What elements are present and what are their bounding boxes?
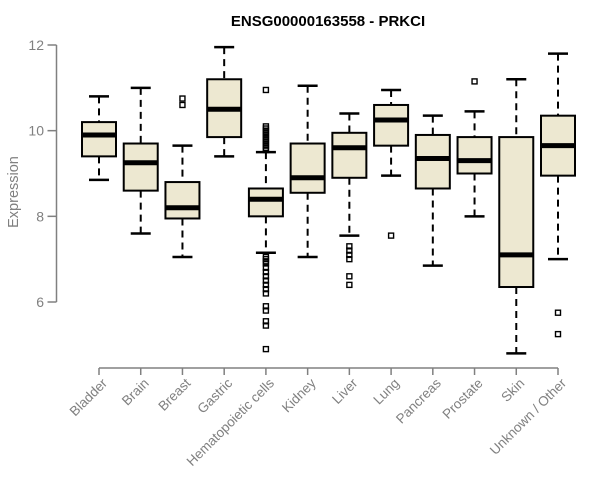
y-axis-title: Expression	[6, 156, 22, 228]
outlier-point	[262, 273, 270, 280]
outlier-point	[262, 290, 270, 297]
outlier-point	[554, 330, 562, 338]
boxplot-skin	[498, 78, 535, 355]
iqr-box	[247, 187, 284, 218]
x-tick-label: Gastric	[194, 375, 235, 416]
outlier-point	[262, 268, 270, 276]
x-tick-label: Liver	[329, 375, 361, 407]
chart-title: ENSG00000163558 - PRKCI	[231, 13, 425, 30]
outlier-point	[554, 309, 562, 316]
y-tick-label: 12	[28, 37, 44, 53]
iqr-box	[289, 142, 326, 194]
boxplot-lung	[373, 88, 410, 239]
boxplot-kidney	[289, 84, 326, 259]
boxplot-liver	[331, 112, 368, 289]
outlier-point	[346, 273, 353, 280]
iqr-box	[331, 131, 368, 179]
boxplot-prostate	[456, 78, 493, 218]
boxplot-bladder	[81, 95, 117, 182]
outlier-point	[262, 260, 270, 267]
outlier-point	[179, 101, 186, 109]
outlier-point	[262, 86, 270, 94]
x-tick-label: Kidney	[279, 375, 319, 415]
y-tick-label: 8	[36, 208, 44, 224]
outlier-point	[387, 232, 395, 239]
outlier-point	[262, 345, 270, 353]
outlier-point	[262, 277, 270, 284]
outlier-point	[179, 95, 186, 102]
boxes-group	[81, 45, 576, 355]
boxplot-breast	[164, 95, 201, 259]
boxplot-gastric	[206, 45, 243, 158]
x-tick-label: Bladder	[67, 375, 111, 419]
iqr-box	[414, 133, 451, 190]
boxplot-brain	[122, 86, 159, 235]
y-tick-label: 6	[36, 294, 44, 310]
x-tick-label: Skin	[498, 376, 527, 405]
outlier-point	[262, 322, 270, 329]
x-tick-label: Pancreas	[393, 375, 444, 426]
outlier-point	[262, 146, 270, 154]
outlier-point	[346, 281, 353, 289]
x-tick-label: Unknown / Other	[487, 375, 570, 458]
outlier-point	[262, 303, 270, 310]
iqr-box	[81, 121, 117, 158]
x-tick-label: Breast	[155, 375, 193, 413]
iqr-box	[122, 142, 159, 192]
x-tick-label: Brain	[119, 376, 152, 409]
y-tick-label: 10	[28, 123, 44, 139]
outlier-point	[346, 243, 353, 250]
outlier-point	[262, 307, 270, 314]
iqr-box	[456, 136, 493, 175]
outlier-point	[471, 78, 478, 85]
iqr-box	[498, 136, 535, 289]
boxplot-hematopoietic-cells	[247, 86, 284, 353]
iqr-box	[373, 103, 410, 147]
outlier-point	[346, 247, 353, 254]
x-tick-label: Lung	[370, 376, 402, 408]
outlier-point	[262, 318, 270, 325]
outlier-point	[346, 255, 353, 263]
iqr-box	[164, 181, 201, 220]
outlier-point	[262, 281, 270, 289]
outlier-point	[262, 264, 270, 271]
boxplot-unknown-other	[540, 52, 576, 338]
outlier-point	[346, 251, 353, 259]
x-tick-label: Prostate	[440, 376, 486, 422]
boxplot-pancreas	[414, 114, 451, 267]
outlier-point	[262, 285, 270, 293]
